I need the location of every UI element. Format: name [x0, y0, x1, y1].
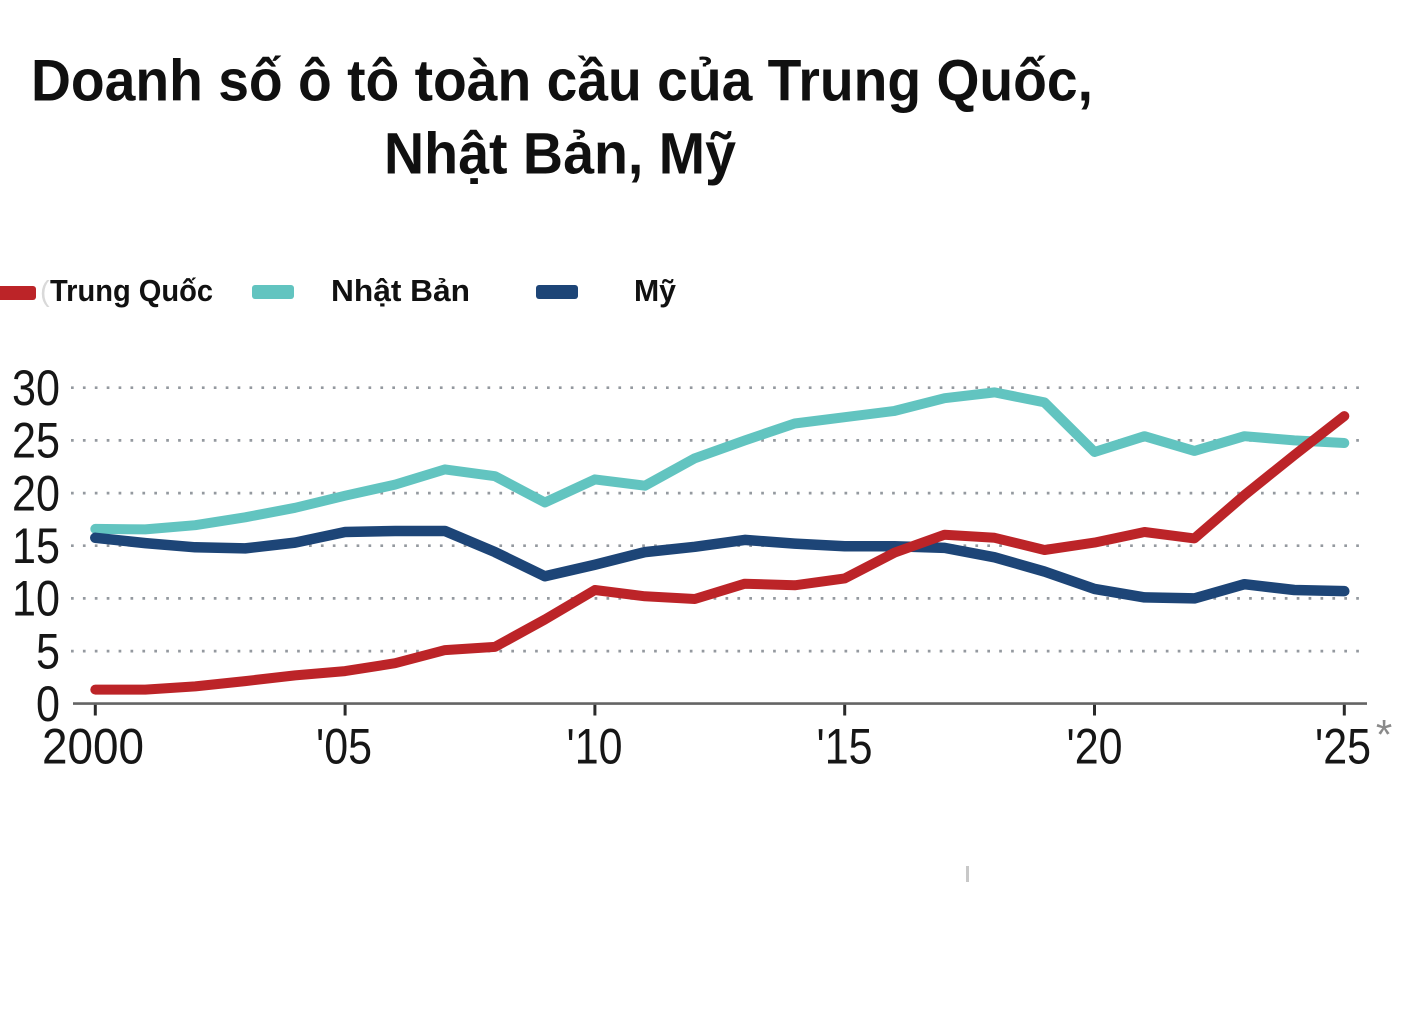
- svg-text:Mỹ: Mỹ: [634, 273, 677, 308]
- svg-text:30: 30: [12, 360, 60, 416]
- svg-text:2000: 2000: [42, 719, 144, 775]
- svg-text:'05: '05: [316, 719, 372, 775]
- svg-text:5: 5: [36, 623, 60, 679]
- svg-text:'10: '10: [567, 719, 623, 775]
- svg-text:*: *: [1376, 711, 1392, 758]
- svg-text:15: 15: [12, 518, 60, 574]
- svg-text:'20: '20: [1067, 719, 1123, 775]
- svg-text:Nhật Bản: Nhật Bản: [331, 273, 470, 308]
- svg-text:0: 0: [36, 676, 60, 732]
- svg-text:10: 10: [12, 571, 60, 627]
- svg-text:25: 25: [12, 413, 60, 469]
- svg-text:Nhật Bản, Mỹ: Nhật Bản, Mỹ: [384, 121, 736, 186]
- svg-text:Doanh số ô tô toàn cầu của Tru: Doanh số ô tô toàn cầu của Trung Quốc,: [31, 49, 1093, 114]
- svg-text:20: 20: [12, 465, 60, 521]
- svg-text:Trung Quốc: Trung Quốc: [50, 273, 213, 308]
- svg-text:'15: '15: [817, 719, 873, 775]
- svg-text:'25: '25: [1315, 719, 1371, 775]
- svg-text:(: (: [40, 276, 50, 308]
